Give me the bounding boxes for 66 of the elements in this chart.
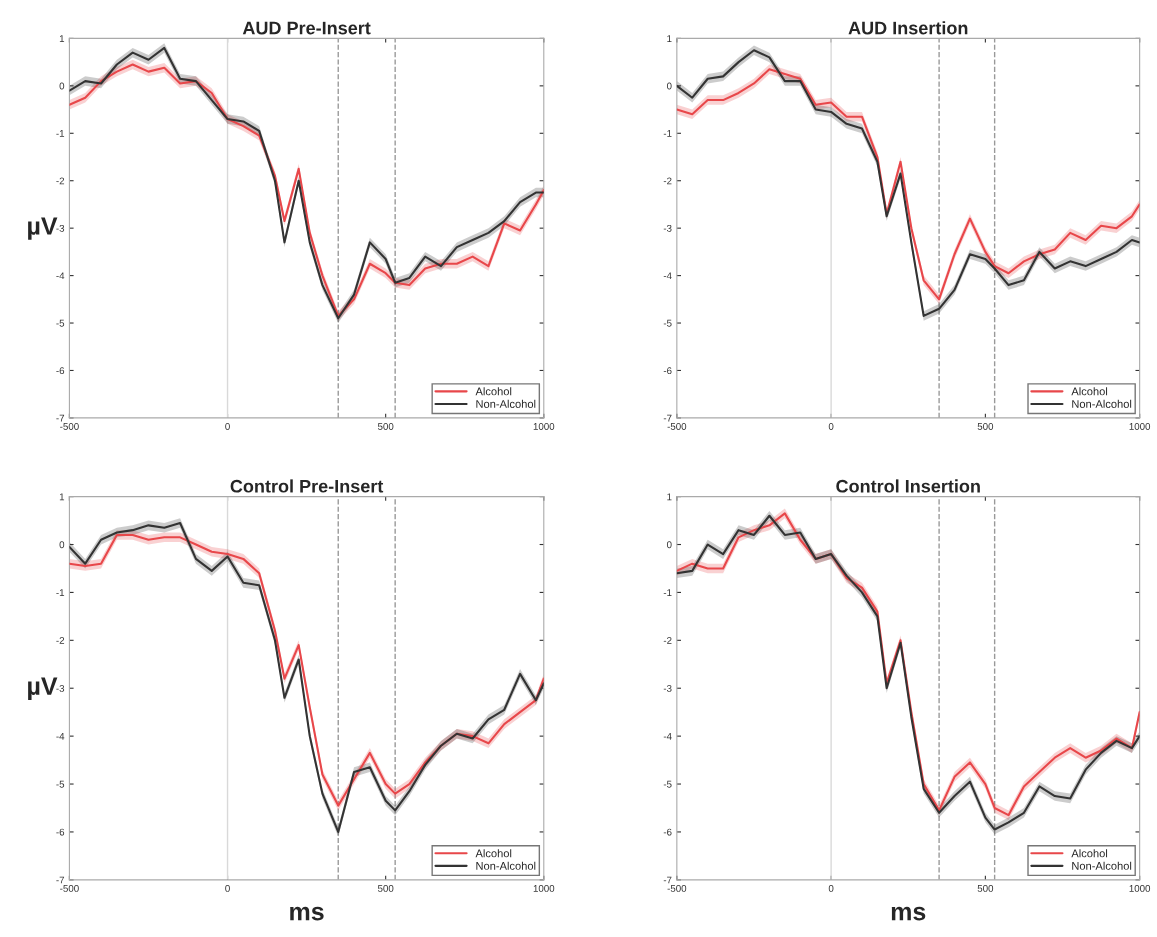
x-tick-label: 0 — [828, 423, 834, 430]
y-tick-label: 1 — [59, 493, 65, 501]
y-tick-label: -1 — [663, 589, 672, 596]
y-tick-label: -4 — [663, 272, 672, 280]
y-tick-label: -3 — [663, 224, 672, 232]
legend-label: Non-Alcohol — [1072, 861, 1132, 870]
chart-title: Control Pre-Insert — [230, 479, 384, 493]
x-tick-label: -500 — [60, 884, 79, 892]
chart-title: AUD Insertion — [848, 21, 968, 35]
y-tick-label: -6 — [663, 367, 672, 375]
y-tick-label: 0 — [666, 541, 672, 549]
y-tick-label: -3 — [56, 684, 65, 692]
y-tick-label: 0 — [59, 82, 65, 90]
y-tick-label: -2 — [56, 637, 65, 644]
y-tick-label: -3 — [663, 684, 672, 692]
y-tick-label: 1 — [59, 35, 65, 42]
x-tick-label: 500 — [977, 884, 994, 892]
legend-label: Alcohol — [1071, 387, 1108, 396]
chart-title: Control Insertion — [836, 479, 980, 493]
legend-label: Alcohol — [475, 849, 512, 858]
x-tick-label: 500 — [977, 423, 994, 430]
y-tick-label: -7 — [56, 876, 65, 884]
x-tick-label: 1000 — [1129, 884, 1151, 892]
y-tick-label: -1 — [663, 130, 672, 137]
x-tick-label: 0 — [225, 884, 230, 892]
y-tick-label: -7 — [56, 414, 65, 422]
y-tick-label: -6 — [663, 828, 672, 836]
y-tick-label: -5 — [663, 319, 672, 327]
y-tick-label: -2 — [663, 637, 672, 644]
legend-label: Alcohol — [1071, 849, 1108, 858]
x-tick-label: 0 — [225, 423, 230, 430]
y-tick-label: 0 — [666, 82, 672, 90]
y-tick-label: -5 — [56, 780, 65, 788]
x-tick-label: 500 — [377, 423, 394, 430]
legend-label: Alcohol — [475, 387, 512, 396]
y-tick-label: -5 — [663, 780, 672, 788]
x-tick-label: -500 — [667, 884, 687, 892]
x-tick-label: 1000 — [533, 884, 555, 892]
y-tick-label: -1 — [56, 130, 65, 137]
y-tick-label: -4 — [663, 732, 672, 740]
x-tick-label: -500 — [60, 423, 79, 430]
x-axis-title: ms — [891, 906, 926, 921]
y-tick-label: 0 — [59, 541, 65, 549]
y-tick-label: -4 — [56, 272, 65, 280]
x-tick-label: -500 — [667, 423, 687, 430]
x-tick-label: 500 — [377, 884, 394, 892]
y-tick-label: 1 — [667, 35, 672, 42]
y-tick-label: -7 — [663, 876, 672, 884]
y-tick-label: -3 — [56, 224, 65, 232]
y-tick-label: -1 — [56, 589, 65, 596]
y-tick-label: -2 — [56, 177, 65, 185]
chart-title: AUD Pre-Insert — [242, 21, 371, 35]
y-tick-label: -6 — [56, 367, 65, 375]
x-tick-label: 1000 — [1129, 423, 1151, 430]
y-tick-label: -2 — [663, 177, 672, 185]
legend-label: Non-Alcohol — [1072, 399, 1132, 408]
legend-label: Non-Alcohol — [476, 399, 536, 408]
legend-label: Non-Alcohol — [476, 861, 536, 870]
y-tick-label: 1 — [667, 493, 672, 501]
y-tick-label: -7 — [663, 414, 672, 422]
y-tick-label: -6 — [56, 828, 65, 836]
y-tick-label: -4 — [56, 732, 65, 740]
x-tick-label: 1000 — [533, 423, 555, 430]
y-tick-label: -5 — [56, 319, 65, 327]
x-axis-title: ms — [290, 906, 324, 921]
x-tick-label: 0 — [828, 884, 834, 892]
